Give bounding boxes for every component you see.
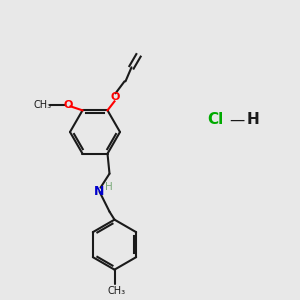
Text: CH₃: CH₃ <box>33 100 52 110</box>
Text: —: — <box>230 112 244 128</box>
Text: H: H <box>247 112 260 128</box>
Text: O: O <box>111 92 120 102</box>
Text: N: N <box>94 185 105 198</box>
Text: H: H <box>105 182 112 192</box>
Text: Cl: Cl <box>207 112 223 128</box>
Text: CH₃: CH₃ <box>107 286 126 296</box>
Text: O: O <box>64 100 73 110</box>
